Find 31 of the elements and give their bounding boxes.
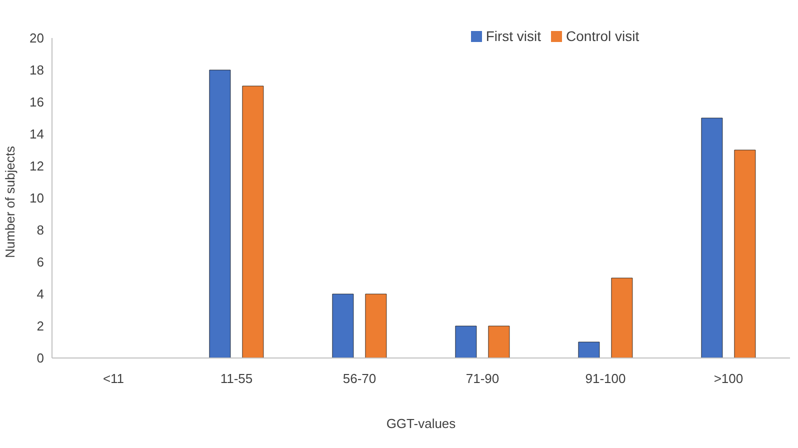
y-tick-label: 14 <box>30 126 44 142</box>
y-tick-label: 2 <box>36 318 44 334</box>
bar <box>611 278 633 358</box>
y-tick-label: 16 <box>30 94 44 110</box>
bar <box>365 294 387 358</box>
y-tick-label: 6 <box>36 254 44 270</box>
y-tick-label: 12 <box>30 158 44 174</box>
bar <box>488 326 510 358</box>
y-tick-label: 20 <box>30 30 44 46</box>
y-tick-label: 0 <box>36 350 44 366</box>
y-tick-label: 10 <box>30 190 44 206</box>
bar <box>734 150 756 358</box>
x-tick-label: 91-100 <box>585 371 626 386</box>
y-axis-title: Number of subjects <box>2 146 18 258</box>
bar <box>332 294 354 358</box>
y-tick-label: 18 <box>30 62 44 78</box>
bar <box>701 118 723 358</box>
bar <box>578 342 600 358</box>
x-tick-label: 71-90 <box>466 371 500 386</box>
x-tick-label: 11-55 <box>220 371 253 386</box>
legend-label: First visit <box>486 28 542 44</box>
y-tick-label: 8 <box>36 222 44 238</box>
x-axis-title: GGT-values <box>386 416 456 431</box>
bar <box>209 70 231 358</box>
x-tick-label: <11 <box>102 371 124 386</box>
y-tick-label: 4 <box>36 286 44 302</box>
bar <box>455 326 477 358</box>
bar <box>242 86 264 358</box>
x-tick-label: 56-70 <box>342 371 376 386</box>
x-tick-label: >100 <box>714 371 744 386</box>
legend-label: Control visit <box>566 28 640 44</box>
